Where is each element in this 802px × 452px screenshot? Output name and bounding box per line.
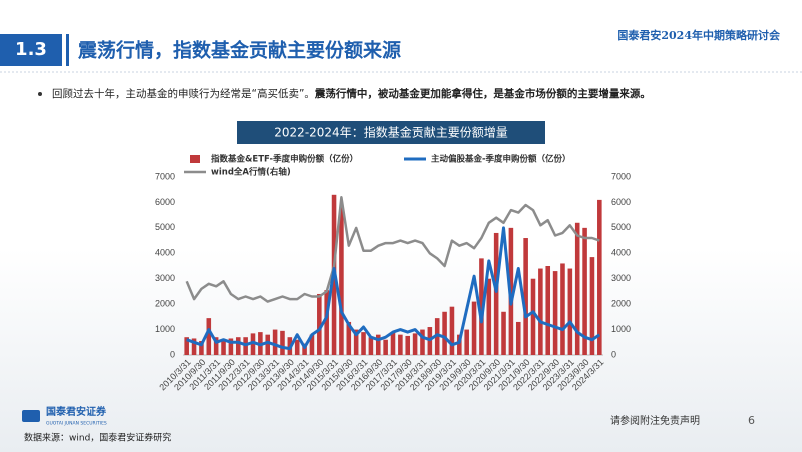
bar [339,207,344,355]
bar [589,257,595,355]
bar [390,332,396,355]
y-tick-label: 7000 [155,171,175,181]
bar [324,290,329,355]
bar [368,337,374,355]
logo-en: GUOTAI JUNAN SECURITIES [46,421,107,427]
y2-tick-label: 2000 [611,299,631,309]
bullet-normal: 回顾过去十年，主动基金的申赎行为经常是“高买低卖”。 [52,87,315,100]
bar [515,321,521,355]
event-name: 国泰君安2024年中期策略研讨会 [617,28,781,42]
bar [265,334,271,355]
chart-title-box [237,121,545,144]
bar [538,268,543,355]
bar [280,330,285,355]
y2-tick-label: 7000 [611,171,631,181]
bar [457,334,462,355]
bar [199,341,204,355]
bar [317,293,322,355]
bullet-dot [38,92,42,96]
bar [493,232,499,355]
bar [486,278,492,355]
logo-icon [22,410,40,422]
y2-tick-label: 5000 [611,222,631,232]
logo-text: 国泰君安证券 [46,405,107,418]
chart: 0 1000 2000 3000 4000 5000 6000 7000 0 1000 2000 30… [155,154,631,393]
y-tick-label: 5000 [155,222,175,232]
legend-label: 指数基金&ETF-季度申购份额（亿份） [211,154,358,165]
y2-tick-label: 1000 [611,324,631,334]
disclaimer: 请参阅附注免责声明 [610,414,700,427]
bar [420,329,425,355]
bar [479,258,484,355]
bar [449,306,455,355]
y-tick-label: 0 [170,349,175,359]
bar [574,222,580,355]
bar [191,338,197,355]
bar [346,321,352,355]
source: 数据来源：wind，国泰君安证券研究 [24,432,171,444]
slide-title: 震荡行情，指数基金贡献主要份额来源 [78,39,401,62]
y2-tick-label: 3000 [611,273,631,283]
bar [405,335,411,355]
bar [442,311,447,355]
bar [597,199,602,355]
bar [272,329,278,355]
bar [582,227,587,355]
bar [398,334,403,355]
bar [361,332,366,355]
y2-tick-label: 6000 [611,197,631,207]
bullet-bold: 震荡行情中，被动基金更加能拿得住，是基金市场份额的主要增量来源。 [314,87,651,100]
bar [294,339,300,355]
bar [567,268,573,355]
bar [250,333,256,355]
bar [375,334,381,355]
bar [213,337,219,355]
bar [530,278,536,355]
legend-label: wind全A行情(右轴) [211,167,291,178]
bar [383,339,388,355]
bar [412,333,418,355]
line [185,196,600,303]
y2-tick-label: 4000 [611,248,631,258]
bar [221,339,226,355]
page-number: 6 [748,414,755,427]
bar [302,343,307,355]
bar [560,263,565,355]
legend-label: 主动偏股基金-季度申购份额（亿份） [431,154,571,165]
y-tick-label: 1000 [155,324,175,334]
bar [309,334,315,355]
bar [184,337,189,355]
section-number: 1.3 [15,39,47,60]
legend-swatch [190,155,200,163]
bar [545,266,551,355]
chart-title: 2022-2024年：指数基金贡献主要份额增量 [274,125,507,140]
section-box [0,34,62,66]
bar [235,337,241,355]
bar [552,271,558,355]
bar [353,329,359,355]
bar [471,301,477,355]
y-tick-label: 3000 [155,273,175,283]
bar [228,338,234,355]
title-accent [66,34,69,66]
line [186,226,601,351]
bar [501,311,506,355]
y-tick-label: 4000 [155,248,175,258]
bar [206,318,212,355]
y-tick-label: 6000 [155,197,175,207]
bar [434,318,440,355]
bullet-text: 回顾过去十年，主动基金的申赎行为经常是“高买低卖”。震荡行情中，被动基金更加能拿… [52,87,651,100]
bar [464,329,469,355]
bar [523,238,528,355]
y-tick-label: 2000 [155,299,175,309]
y2-tick-label: 0 [611,349,616,359]
